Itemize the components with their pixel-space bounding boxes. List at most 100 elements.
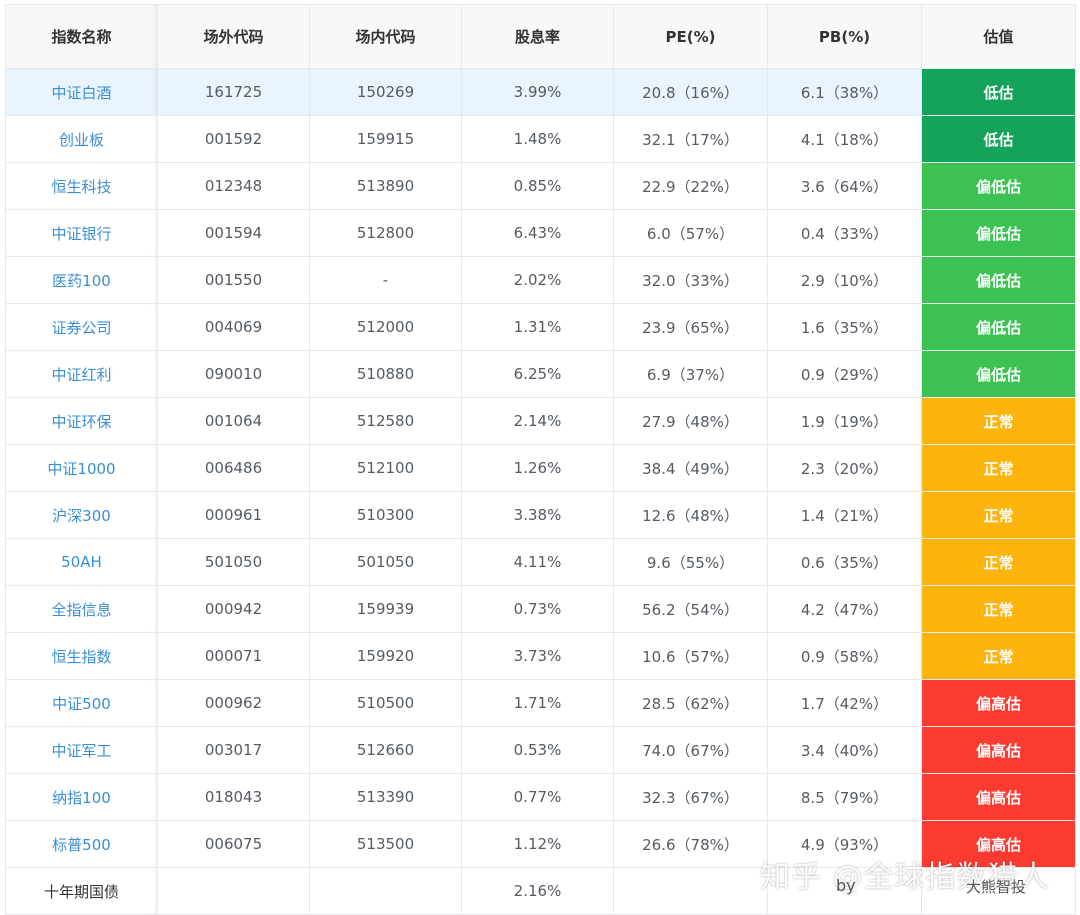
valuation-table-container: 指数名称 场外代码 场内代码 股息率 PE(%) PB(%) 估值 中证白酒 16… bbox=[5, 4, 1076, 915]
dividend-yield-cell: 2.14% bbox=[461, 397, 614, 445]
bond-yield-cell: 2.16% bbox=[461, 867, 614, 915]
pb-cell: 2.3（20%） bbox=[767, 444, 922, 492]
table-row[interactable]: 50AH 501050 501050 4.11% 9.6（55%） 0.6（35%） 正常 bbox=[5, 538, 1076, 586]
exchange-code-cell: 512100 bbox=[309, 444, 462, 492]
table-row[interactable]: 全指信息 000942 159939 0.73% 56.2（54%） 4.2（47%） 正常 bbox=[5, 585, 1076, 633]
offexchange-code-cell: 001592 bbox=[157, 115, 310, 163]
dividend-yield-cell: 0.85% bbox=[461, 162, 614, 210]
index-name-link[interactable]: 中证500 bbox=[5, 679, 158, 727]
offexchange-code-cell: 000962 bbox=[157, 679, 310, 727]
pb-cell: 2.9（10%） bbox=[767, 256, 922, 304]
empty-cell bbox=[767, 867, 922, 915]
header-pb: PB(%) bbox=[767, 4, 922, 69]
dividend-yield-cell: 3.38% bbox=[461, 491, 614, 539]
index-name-link[interactable]: 中证1000 bbox=[5, 444, 158, 492]
pb-cell: 0.9（58%） bbox=[767, 632, 922, 680]
index-name-link[interactable]: 中证军工 bbox=[5, 726, 158, 774]
offexchange-code-cell: 161725 bbox=[157, 68, 310, 116]
index-name-link[interactable]: 中证红利 bbox=[5, 350, 158, 398]
index-name-link[interactable]: 中证白酒 bbox=[5, 68, 158, 116]
dividend-yield-cell: 1.31% bbox=[461, 303, 614, 351]
index-name-link[interactable]: 50AH bbox=[5, 538, 158, 586]
empty-cell bbox=[921, 867, 1076, 915]
by-label: by bbox=[836, 876, 856, 895]
table-row[interactable]: 标普500 006075 513500 1.12% 26.6（78%） 4.9（93%）偏… bbox=[5, 820, 1076, 868]
header-pe: PE(%) bbox=[613, 4, 768, 69]
pe-cell: 22.9（22%） bbox=[613, 162, 768, 210]
valuation-badge: 正常 bbox=[921, 444, 1076, 492]
index-name-link[interactable]: 证券公司 bbox=[5, 303, 158, 351]
valuation-badge: 偏高估 bbox=[921, 726, 1076, 774]
table-row[interactable]: 中证红利 090010 510880 6.25% 6.9（37%） 0.9（29%） 偏低估 bbox=[5, 350, 1076, 398]
table-row[interactable]: 纳指100 018043 513390 0.77% 32.3（67%） 8.5（79%）偏… bbox=[5, 773, 1076, 821]
offexchange-code-cell: 001594 bbox=[157, 209, 310, 257]
table-body: 中证白酒 161725 150269 3.99% 20.8（16%） 6.1（38%） 低估… bbox=[5, 68, 1076, 915]
exchange-code-cell: 512000 bbox=[309, 303, 462, 351]
index-name-link[interactable]: 创业板 bbox=[5, 115, 158, 163]
exchange-code-cell: 150269 bbox=[309, 68, 462, 116]
table-row[interactable]: 沪深300 000961 510300 3.38% 12.6（48%） 1.4（21%）正… bbox=[5, 491, 1076, 539]
index-name-link[interactable]: 全指信息 bbox=[5, 585, 158, 633]
table-row[interactable]: 恒生科技 012348 513890 0.85% 22.9（22%） 3.6（64%） 偏低… bbox=[5, 162, 1076, 210]
pe-cell: 26.6（78%） bbox=[613, 820, 768, 868]
pb-cell: 0.6（35%） bbox=[767, 538, 922, 586]
index-name-link[interactable]: 标普500 bbox=[5, 820, 158, 868]
table-row[interactable]: 医药100 001550-2.02% 32.0（33%） 2.9（10%） 偏低估 bbox=[5, 256, 1076, 304]
valuation-badge: 正常 bbox=[921, 538, 1076, 586]
table-row[interactable]: 中证1000 006486 512100 1.26% 38.4（49%） 2.3（20%）… bbox=[5, 444, 1076, 492]
dividend-yield-cell: 1.48% bbox=[461, 115, 614, 163]
pe-cell: 38.4（49%） bbox=[613, 444, 768, 492]
pe-cell: 12.6（48%） bbox=[613, 491, 768, 539]
header-index-name: 指数名称 bbox=[5, 4, 158, 69]
empty-cell bbox=[157, 867, 310, 915]
valuation-badge: 偏低估 bbox=[921, 162, 1076, 210]
dividend-yield-cell: 4.11% bbox=[461, 538, 614, 586]
valuation-badge: 正常 bbox=[921, 491, 1076, 539]
table-row[interactable]: 中证军工 003017 512660 0.53% 74.0（67%） 3.4（40%） 偏高… bbox=[5, 726, 1076, 774]
pb-cell: 0.9（29%） bbox=[767, 350, 922, 398]
pe-cell: 6.9（37%） bbox=[613, 350, 768, 398]
valuation-table: 指数名称 场外代码 场内代码 股息率 PE(%) PB(%) 估值 中证白酒 16… bbox=[5, 4, 1076, 915]
pe-cell: 28.5（62%） bbox=[613, 679, 768, 727]
offexchange-code-cell: 501050 bbox=[157, 538, 310, 586]
exchange-code-cell: 159920 bbox=[309, 632, 462, 680]
header-offexchange-code: 场外代码 bbox=[157, 4, 310, 69]
index-name-link[interactable]: 中证环保 bbox=[5, 397, 158, 445]
table-row[interactable]: 中证500 000962 510500 1.71% 28.5（62%） 1.7（42%）偏… bbox=[5, 679, 1076, 727]
index-name-link[interactable]: 中证银行 bbox=[5, 209, 158, 257]
table-row[interactable]: 证券公司 004069 512000 1.31% 23.9（65%） 1.6（35%） 偏低… bbox=[5, 303, 1076, 351]
table-row[interactable]: 中证银行 001594 512800 6.43% 6.0（57%） 0.4（33%） 偏低估 bbox=[5, 209, 1076, 257]
table-row[interactable]: 恒生指数 000071 159920 3.73% 10.6（57%） 0.9（58%） 正常 bbox=[5, 632, 1076, 680]
table-row[interactable]: 中证环保 001064 512580 2.14% 27.9（48%） 1.9（19%） 正常 bbox=[5, 397, 1076, 445]
offexchange-code-cell: 003017 bbox=[157, 726, 310, 774]
offexchange-code-cell: 004069 bbox=[157, 303, 310, 351]
bond-name-cell: 十年期国债 bbox=[5, 867, 158, 915]
exchange-code-cell: 510300 bbox=[309, 491, 462, 539]
header-dividend-yield: 股息率 bbox=[461, 4, 614, 69]
pe-cell: 56.2（54%） bbox=[613, 585, 768, 633]
pe-cell: 20.8（16%） bbox=[613, 68, 768, 116]
index-name-link[interactable]: 恒生指数 bbox=[5, 632, 158, 680]
dividend-yield-cell: 2.02% bbox=[461, 256, 614, 304]
dividend-yield-cell: 1.71% bbox=[461, 679, 614, 727]
valuation-badge: 偏高估 bbox=[921, 679, 1076, 727]
pe-cell: 74.0（67%） bbox=[613, 726, 768, 774]
offexchange-code-cell: 000942 bbox=[157, 585, 310, 633]
exchange-code-cell: 510500 bbox=[309, 679, 462, 727]
index-name-link[interactable]: 沪深300 bbox=[5, 491, 158, 539]
pb-cell: 6.1（38%） bbox=[767, 68, 922, 116]
table-row[interactable]: 中证白酒 161725 150269 3.99% 20.8（16%） 6.1（38%） 低估 bbox=[5, 68, 1076, 116]
table-row[interactable]: 创业板 001592 159915 1.48% 32.1（17%） 4.1（18%） 低估 bbox=[5, 115, 1076, 163]
valuation-badge: 偏低估 bbox=[921, 350, 1076, 398]
exchange-code-cell: 512660 bbox=[309, 726, 462, 774]
pe-cell: 23.9（65%） bbox=[613, 303, 768, 351]
index-name-link[interactable]: 医药100 bbox=[5, 256, 158, 304]
index-name-link[interactable]: 纳指100 bbox=[5, 773, 158, 821]
pb-cell: 3.6（64%） bbox=[767, 162, 922, 210]
pb-cell: 1.6（35%） bbox=[767, 303, 922, 351]
pb-cell: 4.2（47%） bbox=[767, 585, 922, 633]
index-name-link[interactable]: 恒生科技 bbox=[5, 162, 158, 210]
pb-cell: 8.5（79%） bbox=[767, 773, 922, 821]
pe-cell: 10.6（57%） bbox=[613, 632, 768, 680]
pe-cell: 27.9（48%） bbox=[613, 397, 768, 445]
